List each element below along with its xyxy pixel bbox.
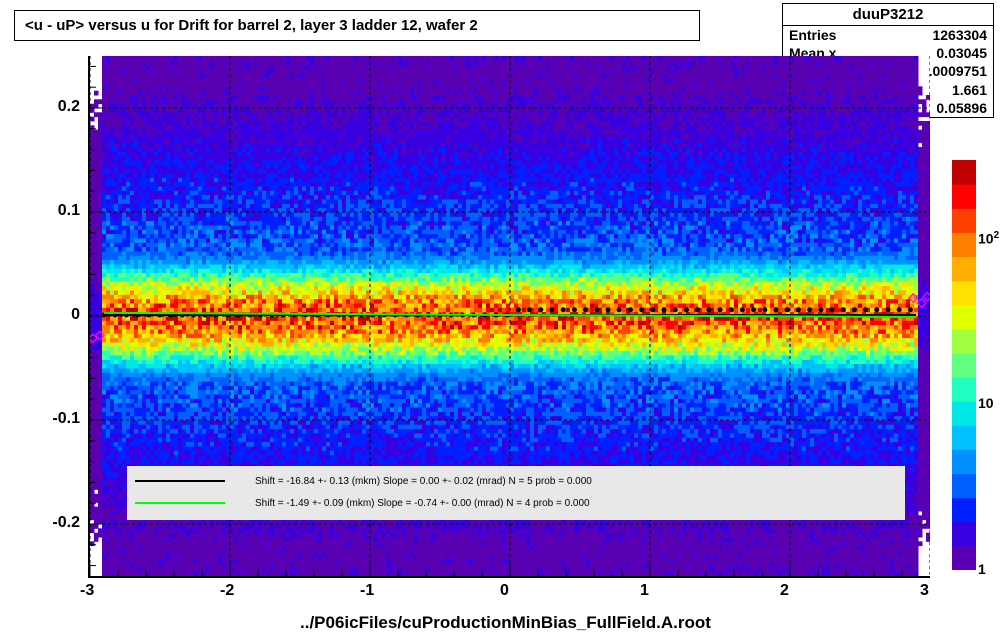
- y-tick-label: -0.2: [52, 514, 80, 532]
- y-tick-label: -0.1: [52, 410, 80, 428]
- fit-legend-box: Shift = -16.84 +- 0.13 (mkm) Slope = 0.0…: [127, 466, 905, 520]
- plot-title-box: <u - uP> versus u for Drift for barrel 2…: [14, 10, 700, 41]
- stats-rmsx-value: 1.661: [952, 81, 987, 99]
- y-tick-label: 0.1: [58, 202, 80, 220]
- plot-title: <u - uP> versus u for Drift for barrel 2…: [25, 17, 478, 34]
- y-tick-label: 0: [71, 306, 80, 324]
- x-tick-label: -3: [80, 582, 94, 600]
- stats-rmsy-value: 0.05896: [936, 99, 987, 117]
- x-tick-label: 0: [500, 582, 509, 600]
- stats-entries-label: Entries: [789, 26, 836, 44]
- fit-text-2: Shift = -1.49 +- 0.09 (mkm) Slope = -0.7…: [255, 498, 590, 509]
- x-tick-label: -2: [220, 582, 234, 600]
- stats-entries-row: Entries 1263304: [783, 26, 993, 44]
- colorbar-tick-label: 10: [978, 395, 994, 411]
- x-axis-title: ../P06icFiles/cuProductionMinBias_FullFi…: [300, 613, 711, 633]
- root-plot-container: <u - uP> versus u for Drift for barrel 2…: [0, 0, 1006, 637]
- fit-row-2: Shift = -1.49 +- 0.09 (mkm) Slope = -0.7…: [135, 492, 897, 514]
- x-tick-label: 3: [920, 582, 929, 600]
- colorbar-tick-label: 102: [978, 230, 999, 247]
- x-tick-label: -1: [360, 582, 374, 600]
- colorbar-svg: [952, 160, 976, 570]
- fit-row-1: Shift = -16.84 +- 0.13 (mkm) Slope = 0.0…: [135, 470, 897, 492]
- x-tick-label: 1: [640, 582, 649, 600]
- stats-entries-value: 1263304: [932, 26, 987, 44]
- stats-name: duuP3212: [783, 4, 993, 26]
- y-tick-label: 0.2: [58, 98, 80, 116]
- colorbar-tick-label: 1: [978, 561, 986, 577]
- fit-text-1: Shift = -16.84 +- 0.13 (mkm) Slope = 0.0…: [255, 476, 592, 487]
- stats-meanx-value: 0.03045: [936, 44, 987, 62]
- fit-sample-2: [135, 502, 225, 504]
- x-tick-label: 2: [780, 582, 789, 600]
- fit-sample-1: [135, 480, 225, 482]
- colorbar: [952, 160, 976, 570]
